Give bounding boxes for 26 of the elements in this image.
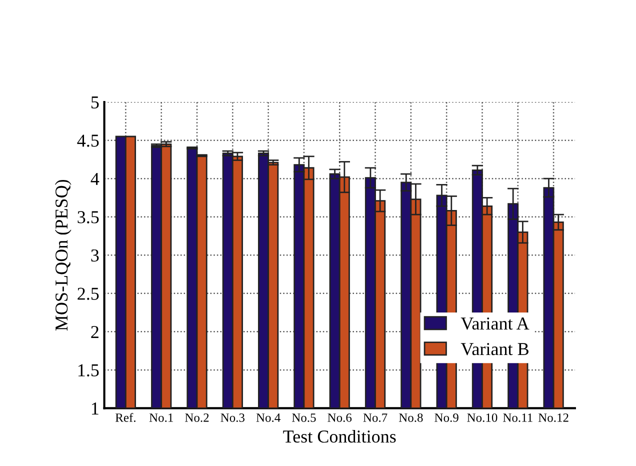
x-tick-label: No.3 — [220, 413, 244, 422]
x-tick-label: No.7 — [363, 414, 388, 422]
y-tick-label: 1.5 — [78, 364, 99, 376]
x-tick-label: No.2 — [185, 413, 209, 422]
legend-label: Variant A — [460, 318, 530, 330]
x-tick-label: No.4 — [256, 414, 280, 422]
y-tick-label: 2 — [91, 326, 98, 338]
y-axis-title: MOS-LQOn (PESQ) — [54, 180, 72, 331]
x-tick-label: No.5 — [292, 414, 316, 422]
y-tick-label: 5 — [91, 96, 99, 108]
y-tick-label: 4 — [90, 172, 100, 185]
legend-label: Variant B — [460, 343, 528, 356]
x-tick-label: No.8 — [398, 413, 423, 422]
x-tick-label: No.12 — [538, 413, 568, 422]
x-tick-label: No.9 — [434, 413, 458, 422]
y-tick-label: 3 — [91, 249, 99, 262]
x-tick-label: No.1 — [149, 414, 173, 422]
x-tick-label: No.11 — [503, 414, 532, 422]
y-tick-label: 4.5 — [77, 134, 99, 147]
y-tick-label: 2.5 — [78, 288, 99, 300]
y-tick-label: 3.5 — [78, 211, 99, 224]
y-tick-label: 1 — [92, 402, 98, 414]
x-axis-title: Test Conditions — [283, 430, 396, 443]
x-tick-label: No.6 — [328, 413, 352, 422]
x-tick-label: Ref. — [115, 412, 136, 422]
x-tick-label: No.10 — [467, 413, 498, 422]
